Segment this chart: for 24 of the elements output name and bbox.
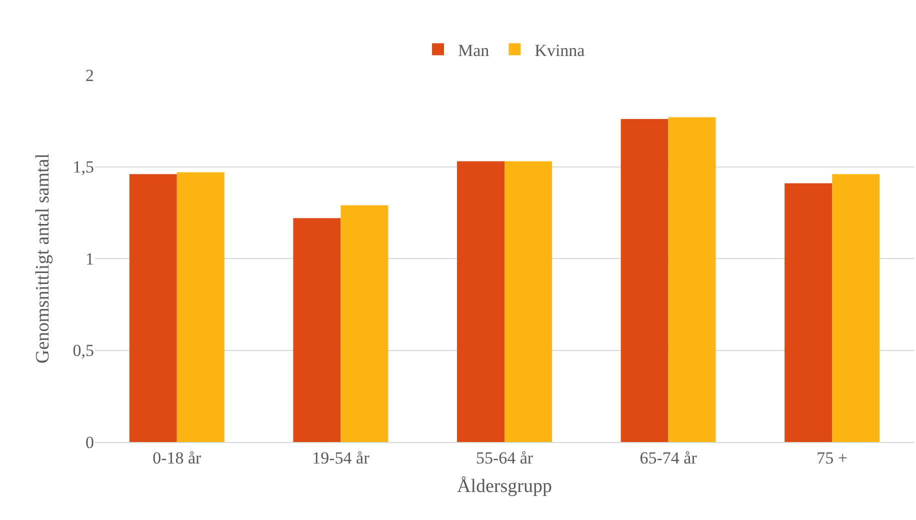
x-tick-label: 75 + (816, 448, 848, 468)
bar (832, 174, 880, 442)
x-tick-label: 19-54 år (312, 448, 370, 468)
bar (129, 174, 177, 442)
x-tick-label: 65-74 år (640, 448, 698, 468)
y-tick-label: 0,5 (72, 341, 94, 360)
bar (340, 205, 388, 442)
y-tick-label: 1,5 (72, 158, 94, 177)
x-tick-label: 0-18 år (152, 448, 202, 468)
bar (620, 119, 668, 442)
x-axis-title: Åldersgrupp (457, 476, 552, 498)
bar (176, 172, 224, 442)
y-tick-label: 1 (86, 249, 94, 268)
bar (504, 161, 552, 442)
y-tick-label: 0 (86, 432, 94, 452)
bar (668, 117, 716, 442)
bar (457, 161, 504, 442)
y-axis-title: Genomsnittligt antal samtal (32, 153, 54, 364)
legend-label: Kvinna (534, 40, 586, 60)
bar (784, 183, 832, 442)
x-tick-label: 55-64 år (476, 448, 534, 468)
bar (293, 218, 341, 442)
legend-label: Man (458, 40, 490, 60)
y-tick-label: 2 (86, 66, 94, 85)
